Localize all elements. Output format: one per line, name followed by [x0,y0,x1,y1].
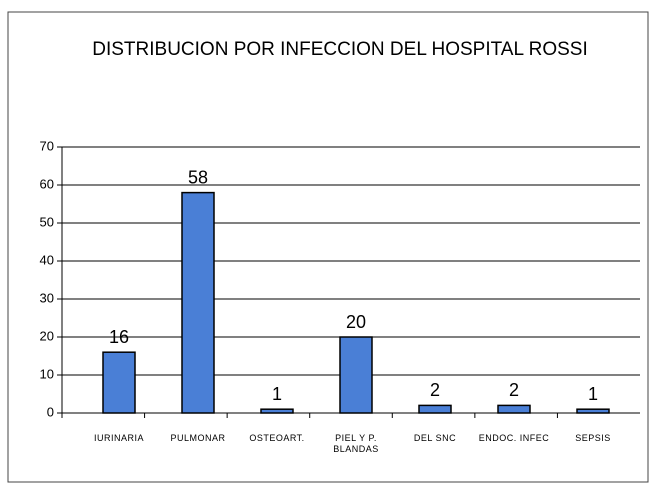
chart-frame [7,11,649,483]
y-tick-label: 50 [40,214,54,229]
data-label: 58 [188,167,208,187]
x-tick-label: IURINARIA [93,433,144,443]
data-label: 16 [109,327,129,347]
x-tick-label: SEPSIS [575,433,611,443]
data-label: 20 [346,312,366,332]
data-label: 2 [430,380,440,400]
x-tick-label: OSTEOART. [249,433,305,443]
y-tick-label: 70 [40,138,54,153]
y-tick-label: 20 [40,328,54,343]
x-tick-label: DEL SNC [413,433,457,443]
x-tick-label: ENDOC. INFEC [478,433,550,443]
y-tick-label: 30 [40,290,54,305]
y-tick-label: 40 [40,252,54,267]
y-tick-label: 0 [47,404,54,419]
x-tick-label: PIEL Y P. BLANDAS [333,433,379,454]
bar [418,404,452,414]
chart-title: DISTRIBUCION POR INFECCION DEL HOSPITAL … [92,39,588,60]
data-label: 1 [588,384,598,404]
bar [576,408,610,414]
y-tick-label: 60 [40,176,54,191]
bar [181,191,215,414]
bar [497,404,531,414]
bar [339,336,373,414]
data-label: 2 [509,380,519,400]
y-tick-label: 10 [40,366,54,381]
bar [102,351,136,414]
x-tick-label: PULMONAR [170,433,226,443]
data-label: 1 [272,384,282,404]
bar [260,408,294,414]
